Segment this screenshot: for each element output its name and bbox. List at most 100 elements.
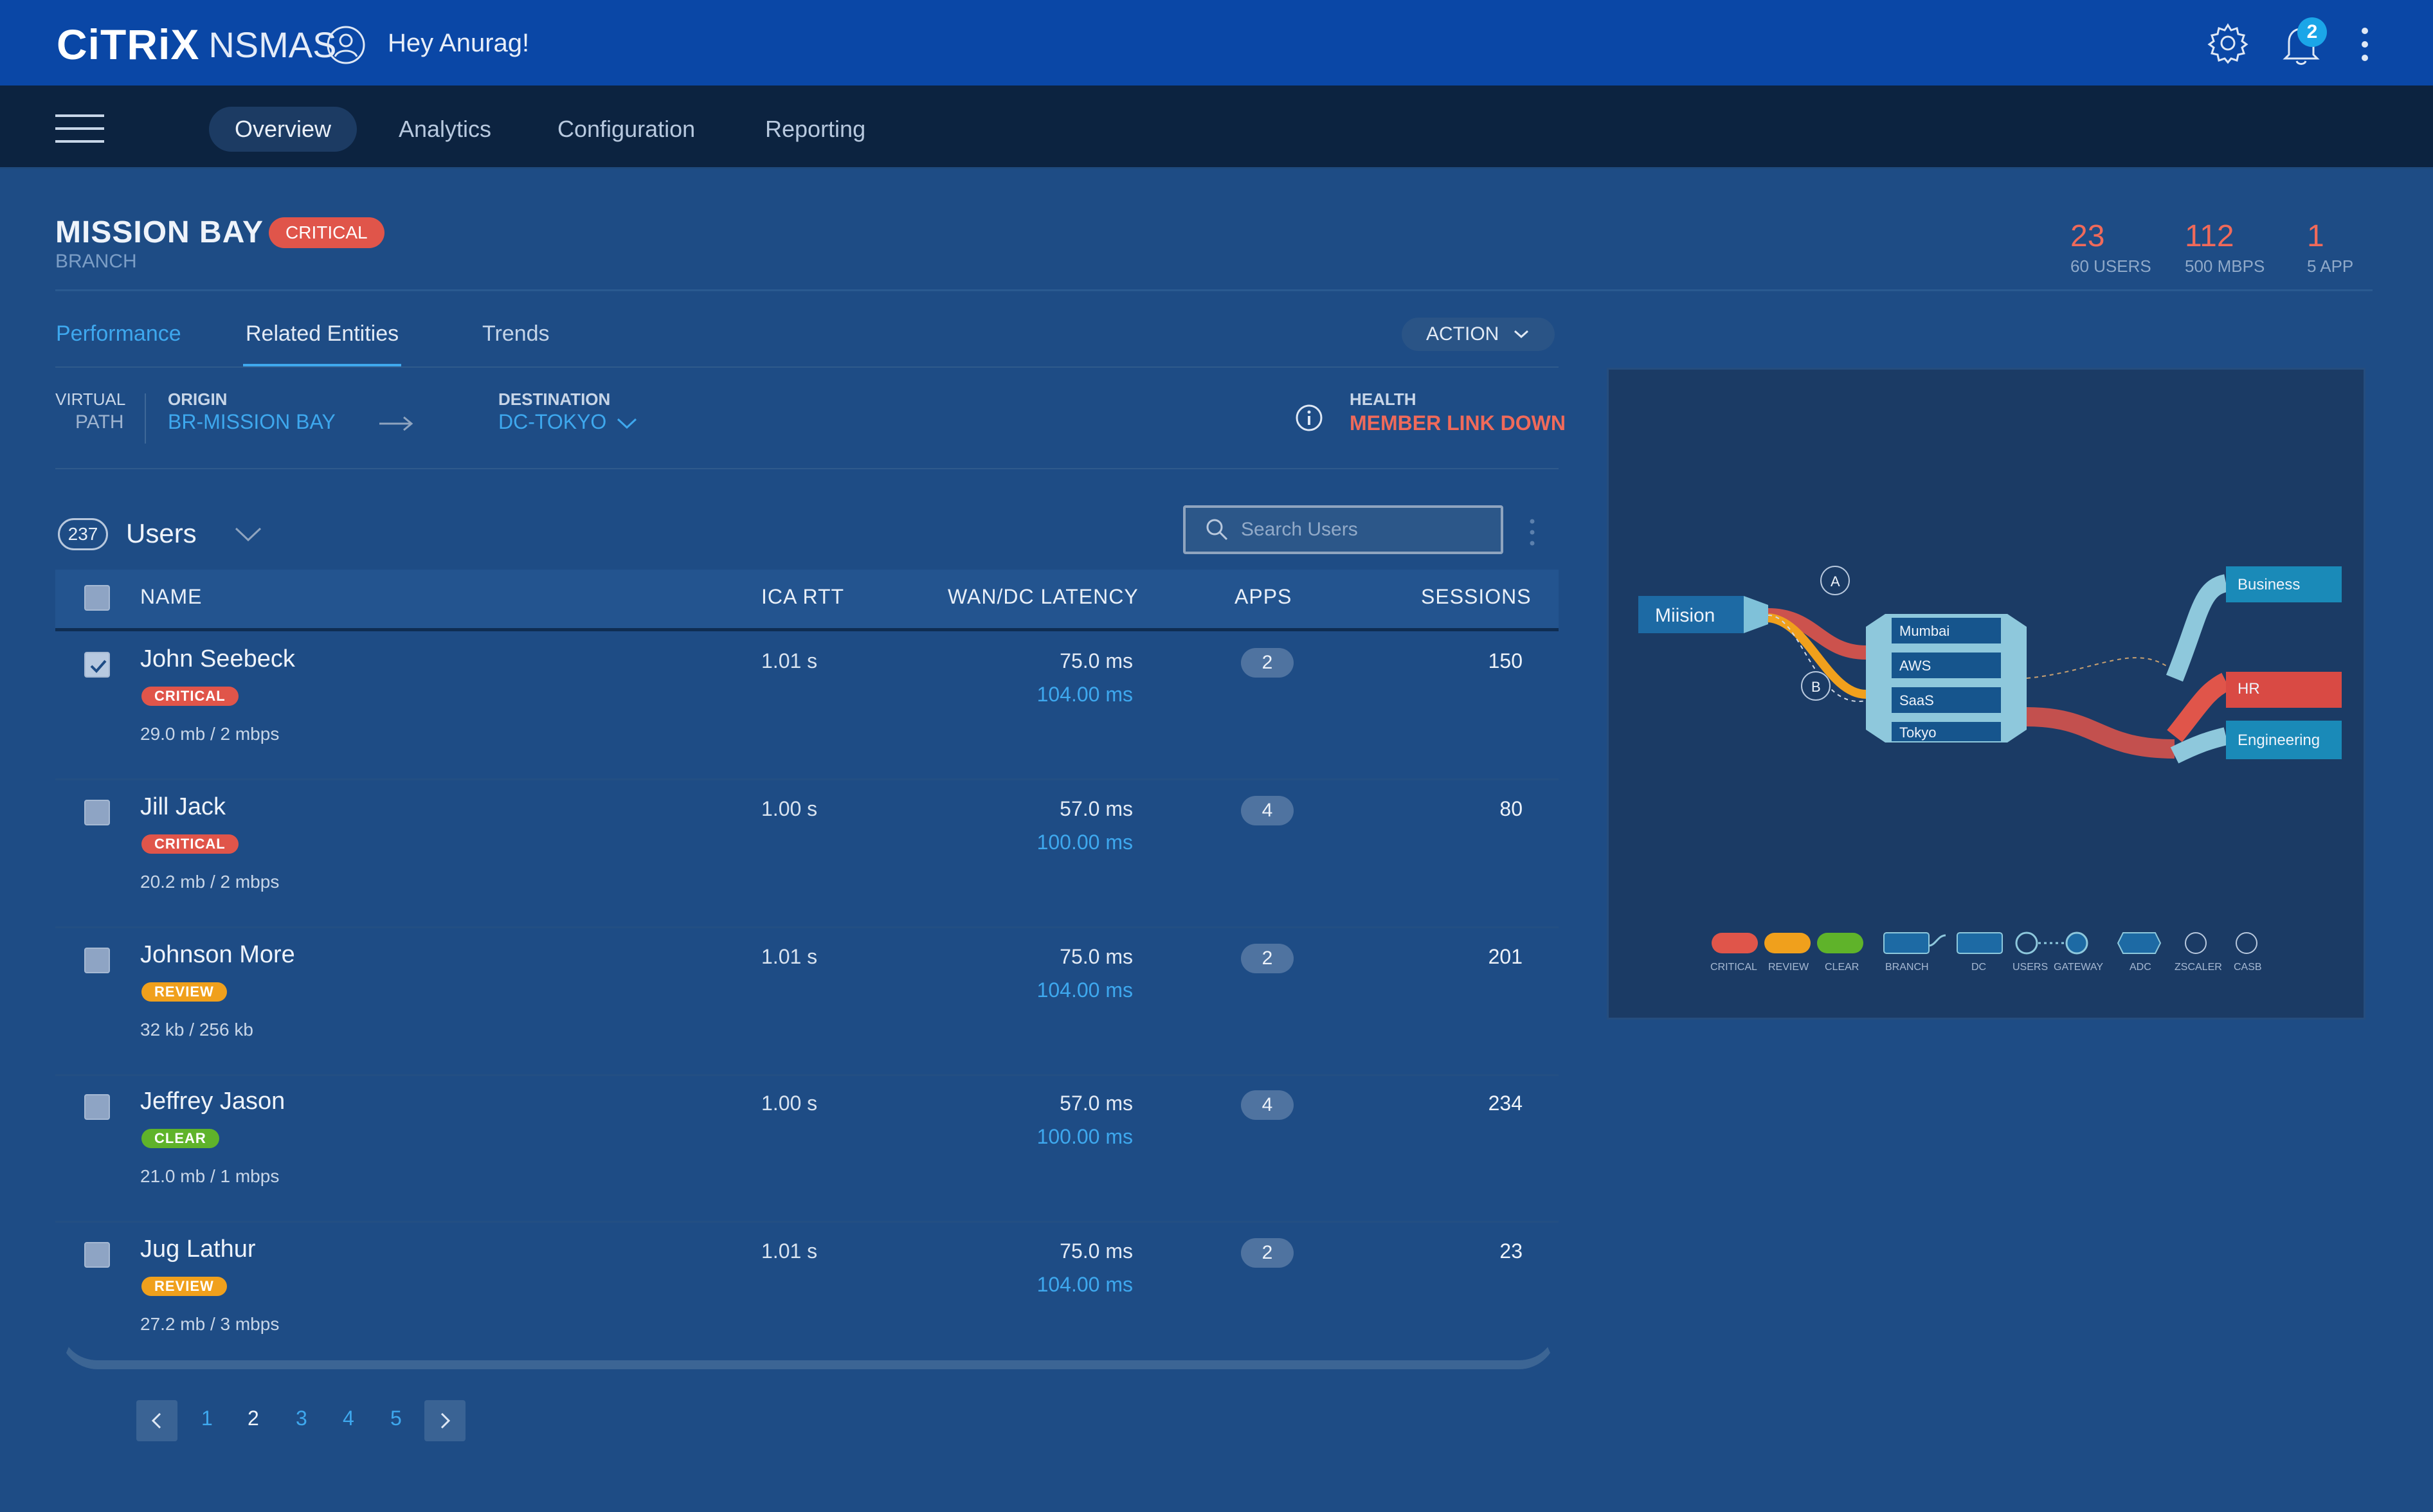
stat-label: 60 USERS bbox=[2070, 256, 2151, 276]
tab-performance[interactable]: Performance bbox=[56, 321, 181, 346]
user-name[interactable]: Jeffrey Jason bbox=[140, 1088, 285, 1115]
dc-saas[interactable] bbox=[1892, 687, 2001, 713]
stat-value: 1 bbox=[2307, 219, 2324, 253]
table-row[interactable] bbox=[55, 633, 1559, 780]
arrow-right-icon bbox=[379, 416, 413, 431]
page-title: MISSION BAY bbox=[55, 215, 264, 249]
origin-value[interactable]: BR-MISSION BAY bbox=[168, 410, 336, 433]
user-name[interactable]: John Seebeck bbox=[140, 645, 295, 672]
gateway-a-node[interactable] bbox=[1820, 566, 1850, 595]
virtual-path-sublabel: PATH bbox=[75, 411, 124, 433]
logo[interactable]: CiTRiX NSMAS bbox=[57, 21, 337, 68]
page-2[interactable]: 2 bbox=[248, 1407, 259, 1430]
column-header-sessions[interactable]: SESSIONS bbox=[1421, 585, 1532, 608]
table-row[interactable] bbox=[55, 780, 1559, 928]
column-header-name[interactable]: NAME bbox=[140, 585, 203, 608]
ica-rtt-value: 1.01 s bbox=[761, 945, 818, 968]
tab-related-entities[interactable]: Related Entities bbox=[246, 321, 399, 346]
select-all-checkbox[interactable] bbox=[84, 585, 110, 611]
row-checkbox[interactable] bbox=[84, 1242, 110, 1268]
nav-tab-overview[interactable]: Overview bbox=[209, 107, 357, 152]
page-1[interactable]: 1 bbox=[201, 1407, 213, 1430]
dc-tokyo[interactable] bbox=[1892, 722, 2001, 741]
wan-latency-value: 75.0 ms bbox=[1060, 945, 1133, 968]
table-more-options-icon[interactable] bbox=[1529, 518, 1535, 546]
apps-count-badge[interactable]: 2 bbox=[1241, 648, 1294, 678]
target-hr[interactable] bbox=[2226, 672, 2342, 708]
target-business[interactable] bbox=[2226, 566, 2342, 602]
sessions-value: 150 bbox=[1488, 649, 1523, 672]
legend-clear-swatch bbox=[1817, 933, 1863, 953]
health-value: MEMBER LINK DOWN bbox=[1350, 411, 1566, 435]
chevron-down-icon[interactable] bbox=[234, 526, 262, 544]
dc-mumbai[interactable] bbox=[1892, 618, 2001, 644]
apps-count-badge[interactable]: 4 bbox=[1241, 796, 1294, 825]
source-node-label: Miision bbox=[1655, 605, 1715, 626]
origin-label: ORIGIN bbox=[168, 390, 228, 409]
notification-count-badge[interactable]: 2 bbox=[2297, 17, 2327, 47]
next-page-button[interactable] bbox=[424, 1400, 466, 1441]
tab-trends[interactable]: Trends bbox=[482, 321, 550, 346]
nav-tab-analytics[interactable]: Analytics bbox=[399, 116, 492, 142]
table-row[interactable] bbox=[55, 928, 1559, 1076]
divider bbox=[55, 468, 1559, 469]
action-dropdown-button[interactable]: ACTION bbox=[1402, 318, 1555, 351]
page-3[interactable]: 3 bbox=[296, 1407, 307, 1430]
target-business-label: Business bbox=[2238, 576, 2300, 593]
chevron-down-icon[interactable] bbox=[616, 417, 638, 431]
greeting-text: Hey Anurag! bbox=[388, 29, 530, 57]
target-hr-label: HR bbox=[2238, 680, 2260, 698]
info-icon[interactable] bbox=[1295, 404, 1323, 432]
search-users-box[interactable] bbox=[1183, 505, 1503, 554]
apps-count-badge[interactable]: 2 bbox=[1241, 1238, 1294, 1268]
page-subtitle: BRANCH bbox=[55, 251, 137, 272]
hamburger-menu-icon[interactable] bbox=[55, 114, 104, 143]
nav-tab-configuration[interactable]: Configuration bbox=[557, 116, 696, 142]
chevron-down-icon bbox=[1514, 330, 1529, 339]
user-name[interactable]: Jug Lathur bbox=[140, 1236, 256, 1263]
destination-value[interactable]: DC-TOKYO bbox=[498, 410, 607, 433]
dc-saas-label: SaaS bbox=[1899, 692, 1934, 708]
users-section-title[interactable]: Users bbox=[126, 518, 197, 548]
column-header-apps[interactable]: APPS bbox=[1235, 585, 1292, 608]
dc-aws[interactable] bbox=[1892, 652, 2001, 678]
legend-critical-swatch bbox=[1712, 933, 1758, 953]
brand-name: CiTRiX bbox=[57, 21, 200, 68]
settings-gear-icon[interactable] bbox=[2206, 21, 2250, 65]
table-row[interactable] bbox=[55, 1075, 1559, 1223]
apps-count-badge[interactable]: 4 bbox=[1241, 1090, 1294, 1120]
user-name[interactable]: Jill Jack bbox=[140, 793, 226, 820]
row-checkbox[interactable] bbox=[84, 652, 110, 678]
search-input[interactable] bbox=[1241, 519, 1485, 541]
row-checkbox[interactable] bbox=[84, 800, 110, 825]
target-engineering[interactable] bbox=[2226, 721, 2342, 759]
row-checkbox[interactable] bbox=[84, 948, 110, 973]
table-header bbox=[55, 570, 1559, 631]
user-name[interactable]: Johnson More bbox=[140, 941, 295, 968]
legend-review-swatch bbox=[1764, 933, 1811, 953]
column-header-ica-rtt[interactable]: ICA RTT bbox=[761, 585, 845, 608]
previous-page-button[interactable] bbox=[136, 1400, 177, 1441]
page-5[interactable]: 5 bbox=[390, 1407, 402, 1430]
user-status-badge: REVIEW bbox=[141, 1277, 227, 1296]
dc-aws-label: AWS bbox=[1899, 658, 1931, 674]
row-checkbox[interactable] bbox=[84, 1094, 110, 1120]
page-4[interactable]: 4 bbox=[343, 1407, 354, 1430]
user-avatar-icon[interactable] bbox=[325, 24, 366, 66]
divider bbox=[145, 393, 146, 444]
more-options-icon[interactable] bbox=[2358, 24, 2371, 64]
dc-mumbai-label: Mumbai bbox=[1899, 623, 1949, 639]
ica-rtt-value: 1.01 s bbox=[761, 649, 818, 672]
dc-latency-value: 100.00 ms bbox=[1036, 831, 1133, 854]
legend-critical-label: CRITICAL bbox=[1710, 962, 1757, 973]
gateway-b-node[interactable] bbox=[1801, 671, 1831, 701]
column-header-latency[interactable]: WAN/DC LATENCY bbox=[948, 585, 1139, 608]
user-usage: 20.2 mb / 2 mbps bbox=[140, 872, 280, 892]
apps-count-badge[interactable]: 2 bbox=[1241, 944, 1294, 973]
network-flow-diagram[interactable]: Miision A B Mumbai AWS SaaS Tokyo Busine… bbox=[1607, 368, 2365, 1020]
main-nav-bar bbox=[0, 86, 2433, 169]
virtual-path-label: VIRTUAL bbox=[55, 390, 126, 409]
source-node[interactable] bbox=[1638, 596, 1744, 633]
product-name: NSMAS bbox=[208, 24, 337, 65]
nav-tab-reporting[interactable]: Reporting bbox=[765, 116, 866, 142]
